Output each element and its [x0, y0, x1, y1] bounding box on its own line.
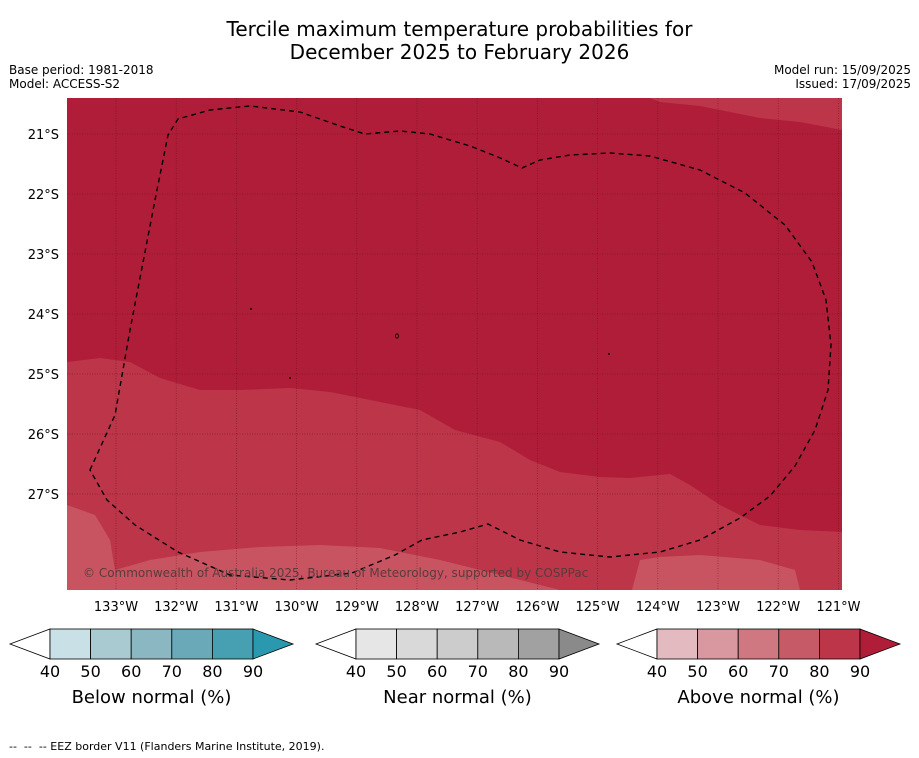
- colorbar-min-extension: [314, 628, 357, 660]
- longitude-label: 125°W: [576, 600, 620, 615]
- longitude-label: 127°W: [455, 600, 499, 615]
- meta-right: Model run: 15/09/2025 Issued: 17/09/2025: [774, 63, 911, 91]
- colorbar-tick-label: 60: [427, 662, 447, 681]
- longitude-label: 122°W: [756, 600, 800, 615]
- colorbar-title: Near normal (%): [383, 687, 532, 708]
- latitude-label: 22°S: [28, 188, 59, 203]
- probability-field: [67, 98, 842, 590]
- colorbar-tick-label: 90: [850, 662, 870, 681]
- latitude-label: 25°S: [28, 368, 59, 383]
- issued-date: Issued: 17/09/2025: [795, 77, 911, 91]
- colorbar-tick-label: 50: [687, 662, 707, 681]
- meta-left: Base period: 1981-2018 Model: ACCESS-S2: [9, 63, 154, 91]
- colorbar-segment: [656, 628, 698, 660]
- colorbar-tick-label: 40: [647, 662, 667, 681]
- colorbar-segment: [697, 628, 739, 660]
- colorbar-segment: [211, 628, 254, 660]
- colorbar-max-extension: [859, 628, 902, 660]
- colorbar-title: Below normal (%): [72, 687, 232, 708]
- longitude-label: 131°W: [214, 600, 258, 615]
- colorbar-tick-label: 70: [769, 662, 789, 681]
- colorbar-min-extension: [8, 628, 51, 660]
- colorbar-tick-label: 40: [346, 662, 366, 681]
- map-title: Tercile maximum temperature probabilitie…: [0, 18, 919, 64]
- colorbar-tick-label: 60: [728, 662, 748, 681]
- colorbar-segment: [49, 628, 91, 660]
- colorbar-tick-label: 90: [549, 662, 569, 681]
- latitude-label: 23°S: [28, 248, 59, 263]
- colorbar-tick-label: 50: [80, 662, 100, 681]
- longitude-label: 133°W: [94, 600, 138, 615]
- longitude-label: 121°W: [816, 600, 860, 615]
- latitude-label: 27°S: [28, 488, 59, 503]
- colorbar-2: 40 50 60 70 80 90 Near normal (%): [314, 628, 601, 708]
- graticule: [67, 98, 842, 590]
- colorbar-segment: [171, 628, 213, 660]
- colorbar-tick-label: 70: [468, 662, 488, 681]
- latitude-label: 21°S: [28, 128, 59, 143]
- longitude-label: 123°W: [696, 600, 740, 615]
- colorbar-tick-label: 40: [40, 662, 60, 681]
- colorbar-max-extension: [558, 628, 601, 660]
- longitude-label: 128°W: [395, 600, 439, 615]
- colorbar-max-extension: [252, 628, 295, 660]
- eez-border: [89, 105, 832, 581]
- colorbar-tick-label: 70: [162, 662, 182, 681]
- colorbar-tick-label: 50: [386, 662, 406, 681]
- latitude-labels: 21°S 22°S 23°S 24°S 25°S 26°S 27°S: [28, 128, 59, 503]
- colorbar-segment: [819, 628, 861, 660]
- copyright-text: © Commonwealth of Australia 2025, Bureau…: [83, 566, 588, 580]
- latitude-label: 24°S: [28, 308, 59, 323]
- longitude-label: 126°W: [515, 600, 559, 615]
- colorbar-tick-label: 90: [243, 662, 263, 681]
- colorbar-tick-label: 80: [508, 662, 528, 681]
- model-run: Model run: 15/09/2025: [773, 63, 911, 77]
- colorbar-segment: [737, 628, 780, 660]
- colorbar-1: 40 50 60 70 80 90 Below normal (%): [8, 628, 295, 708]
- colorbar-segment: [477, 628, 519, 660]
- latitude-label: 26°S: [28, 428, 59, 443]
- model-name: Model: ACCESS-S2: [9, 77, 121, 91]
- colorbar-segment: [518, 628, 560, 660]
- colorbar-segment: [396, 628, 438, 660]
- colorbar-segment: [130, 628, 173, 660]
- title-line-1: Tercile maximum temperature probabilitie…: [226, 17, 693, 41]
- colorbar-segment: [778, 628, 820, 660]
- longitude-label: 132°W: [154, 600, 198, 615]
- footnote: -- -- -- EEZ border V11 (Flanders Marine…: [9, 740, 325, 753]
- colorbar-legends: 40 50 60 70 80 90 Below normal (%) 40 50 60 70 80 90…: [8, 628, 902, 708]
- longitude-labels: 133°W 132°W 131°W 130°W 129°W 128°W 127°W 126°W…: [94, 600, 861, 615]
- colorbar-title: Above normal (%): [677, 687, 839, 708]
- islands: [249, 307, 611, 379]
- colorbar-segment: [90, 628, 132, 660]
- longitude-label: 129°W: [335, 600, 379, 615]
- colorbar-min-extension: [615, 628, 658, 660]
- title-line-2: December 2025 to February 2026: [289, 40, 630, 64]
- longitude-label: 124°W: [636, 600, 680, 615]
- longitude-label: 130°W: [275, 600, 319, 615]
- base-period: Base period: 1981-2018: [9, 63, 154, 77]
- colorbar-tick-label: 60: [121, 662, 141, 681]
- colorbar-tick-label: 80: [202, 662, 222, 681]
- colorbar-segment: [436, 628, 479, 660]
- zone-80-90: [67, 98, 842, 532]
- colorbar-segment: [355, 628, 397, 660]
- colorbar-3: 40 50 60 70 80 90 Above normal (%): [615, 628, 902, 708]
- colorbar-tick-label: 80: [809, 662, 829, 681]
